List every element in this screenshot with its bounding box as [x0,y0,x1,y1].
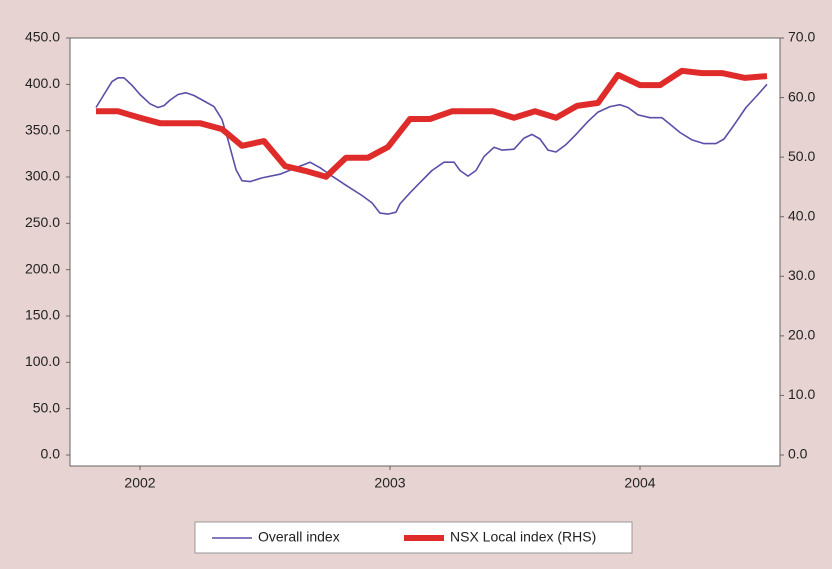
series-line [96,67,768,180]
y-tick-label: 150.0 [25,307,60,323]
y2-tick-label: 10.0 [788,386,815,402]
x-tick-label: 2004 [624,475,655,491]
y-tick-label: 100.0 [25,353,60,369]
y2-tick-label: 60.0 [788,88,815,104]
y-tick-label: 400.0 [25,75,60,91]
y2-tick-label: 50.0 [788,148,815,164]
y-tick-label: 450.0 [25,29,60,45]
plot-area [69,37,781,467]
y-tick-label: 350.0 [25,121,60,137]
y-tick-label: 300.0 [25,168,60,184]
legend-label: NSX Local index (RHS) [450,529,596,545]
y-tick-label: 0.0 [41,446,61,462]
y-tick-label: 200.0 [25,260,60,276]
y-tick-label: 250.0 [25,214,60,230]
series-line [95,77,768,215]
x-tick-label: 2003 [374,475,405,491]
y2-tick-label: 70.0 [788,29,815,45]
y2-tick-label: 20.0 [788,327,815,343]
y2-tick-label: 40.0 [788,207,815,223]
y2-tick-label: 0.0 [788,446,808,462]
y-tick-label: 50.0 [33,399,60,415]
legend-label: Overall index [258,529,340,545]
x-tick-label: 2002 [124,475,155,491]
y2-tick-label: 30.0 [788,267,815,283]
